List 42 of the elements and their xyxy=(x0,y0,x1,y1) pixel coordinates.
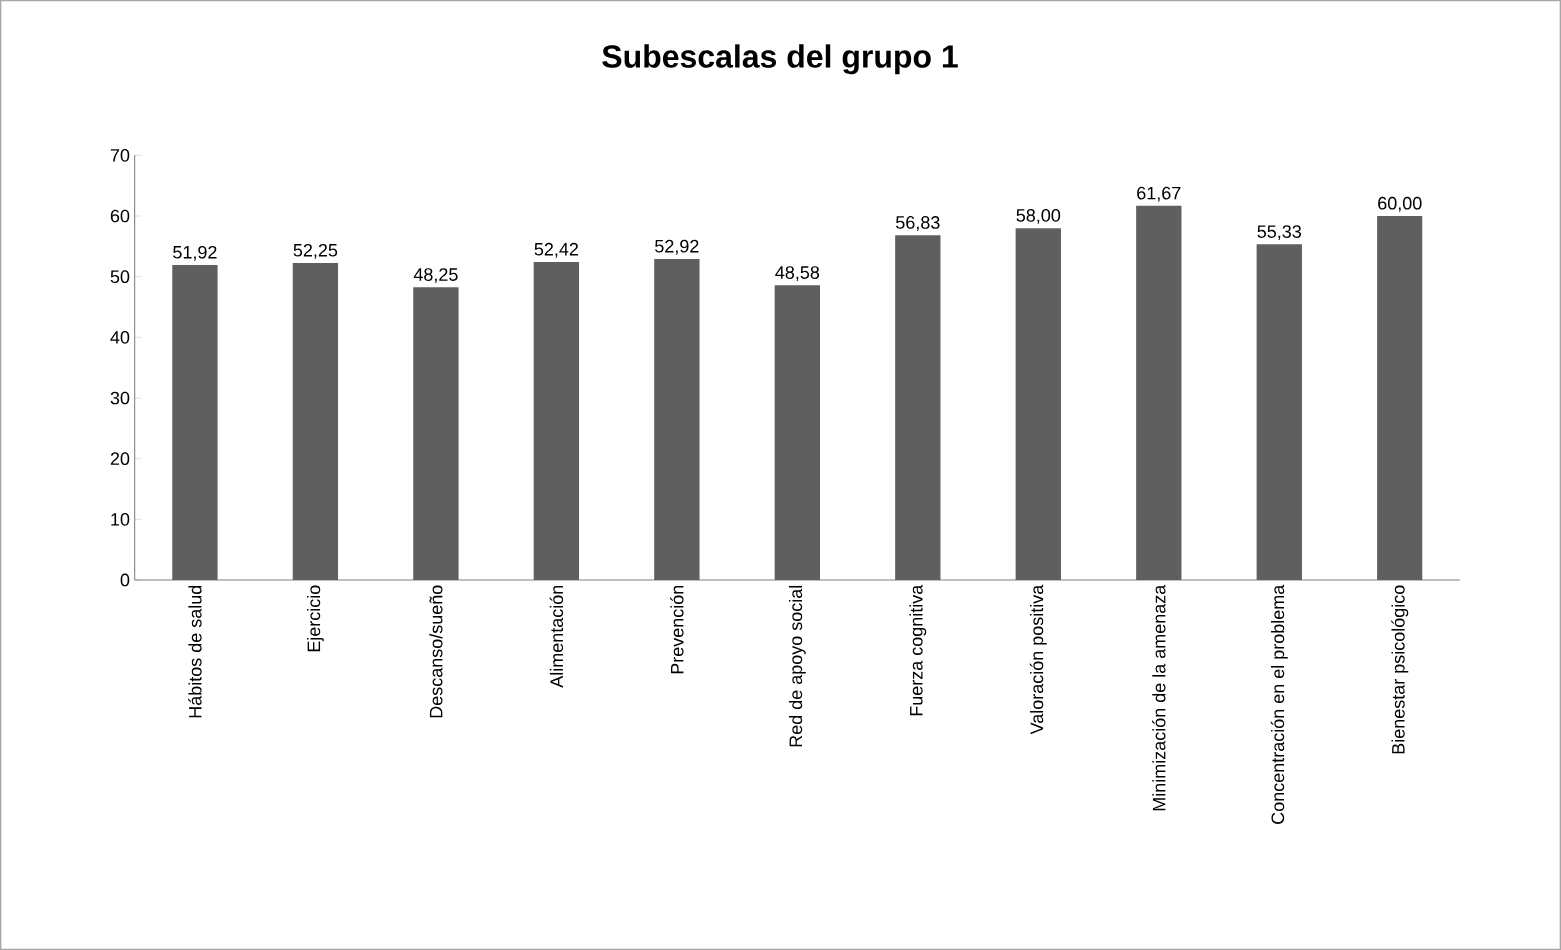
bar xyxy=(654,258,700,580)
data-label: 48,58 xyxy=(775,266,820,282)
bar xyxy=(533,261,580,580)
data-label: 52,42 xyxy=(534,242,578,258)
y-tick-label: 20 xyxy=(110,452,130,466)
bar xyxy=(172,265,218,580)
x-tick-label: Red de apoyo social xyxy=(788,585,806,747)
bar xyxy=(1015,228,1061,580)
bar xyxy=(774,285,821,580)
x-tick-label: Valoración positiva xyxy=(1029,584,1047,735)
x-tick-label: Fuerza cognitiva xyxy=(909,584,927,716)
bar xyxy=(292,263,339,580)
x-tick-label: Hábitos de salud xyxy=(188,585,202,718)
data-label: 52,25 xyxy=(293,243,338,259)
y-tick-label: 50 xyxy=(110,270,130,284)
y-tick-label: 30 xyxy=(110,391,130,405)
bar xyxy=(1256,244,1302,580)
bar xyxy=(895,235,941,580)
bar xyxy=(1136,205,1182,580)
y-tick-label: 0 xyxy=(120,573,130,587)
data-label: 61,67 xyxy=(1137,186,1181,202)
bar xyxy=(1377,216,1423,580)
bar xyxy=(413,287,459,580)
x-tick-label: Concentración en el problema xyxy=(1270,584,1288,824)
data-label: 56,83 xyxy=(896,216,940,231)
x-tick-label: Descanso/sueño xyxy=(429,585,443,718)
data-label: 52,92 xyxy=(655,239,699,255)
x-tick-label: Ejercicio xyxy=(307,585,324,652)
chart-title: Subescalas del grupo 1 xyxy=(602,44,958,75)
x-tick-label: Alimentación xyxy=(549,585,564,688)
data-label: 55,33 xyxy=(1257,225,1301,241)
data-label: 48,25 xyxy=(413,268,458,284)
data-label: 58,00 xyxy=(1016,209,1061,224)
x-tick-label: Prevención xyxy=(670,585,684,674)
y-tick-label: 40 xyxy=(110,330,130,344)
x-tick-label: Bienestar psicológico xyxy=(1391,585,1409,754)
y-tick-label: 10 xyxy=(111,512,130,526)
y-tick-label: 60 xyxy=(110,209,130,223)
y-tick-label: 70 xyxy=(110,148,130,162)
x-tick-label: Minimización de la amenaza xyxy=(1152,584,1166,811)
data-label: 51,92 xyxy=(173,245,217,261)
data-label: 60,00 xyxy=(1378,196,1422,212)
